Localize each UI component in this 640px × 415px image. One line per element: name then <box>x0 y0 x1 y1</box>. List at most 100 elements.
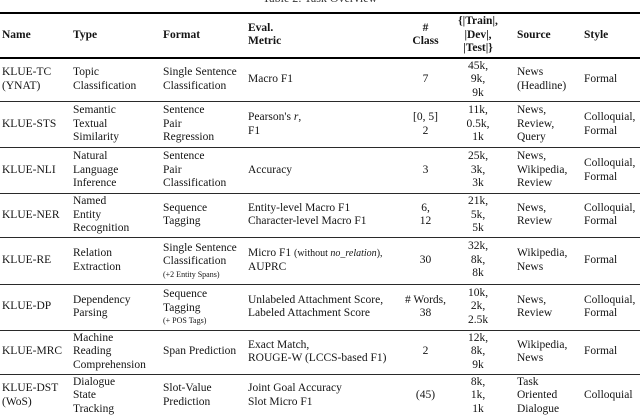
cell-line: # Words, <box>404 293 447 306</box>
cell-splits: 45k, 9k, 9k <box>448 58 508 102</box>
cell-line: (+ POS Tags) <box>163 315 247 326</box>
cell-format: Sentence Pair Classification <box>162 147 247 194</box>
cell-eval-metric: Macro F1 <box>247 58 403 102</box>
cell-line: Colloquial, <box>584 201 636 214</box>
cell-line: 8k, <box>470 253 486 266</box>
cell-line: Classification <box>73 79 137 92</box>
cell-line: News <box>517 352 544 364</box>
cell-line: Dialogue <box>73 375 116 388</box>
cell-line: 38 <box>419 307 432 319</box>
cell-line: Task <box>517 375 539 388</box>
cell-line: Colloquial, <box>584 293 636 306</box>
cell-line: News <box>517 66 544 79</box>
cell-line: 2k, <box>470 300 486 313</box>
cell-format: Span Prediction <box>162 329 247 374</box>
cell-name: KLUE-STS <box>0 101 72 148</box>
cell-source: Wikipedia, News <box>508 236 576 284</box>
cell-line: Prediction <box>163 395 211 408</box>
cell-source: Task Oriented Dialogue <box>508 373 576 415</box>
cell-line: 0.5k, <box>466 117 490 130</box>
text-segment: no_relation <box>330 248 377 259</box>
cell-line: KLUE-DP <box>2 300 52 313</box>
cell-splits: 10k, 2k, 2.5k <box>448 283 508 330</box>
cell-format: Single Sentence Classification <box>162 58 247 102</box>
cell-num-class: 3 <box>403 147 448 194</box>
cell-line: 9k, <box>470 73 486 85</box>
cell-line: Micro F1 (without no_relation), <box>248 247 403 261</box>
cell-line: Formal <box>584 253 618 266</box>
cell-line: 12k, <box>467 331 489 344</box>
cell-line: KLUE-MRC <box>2 345 63 358</box>
cell-line: 45k, <box>467 59 489 72</box>
cell-line: Accuracy <box>248 163 293 176</box>
table-row: KLUE-NER Named Entity Recognition Sequence Ta… <box>0 193 640 237</box>
cell-format: Slot-Value Prediction <box>162 373 247 415</box>
cell-eval-metric: Micro F1 (without no_relation), AUPRC <box>247 236 403 284</box>
cell-eval-metric: Unlabeled Attachment Score, Labeled Attac… <box>247 283 403 330</box>
cell-source: News, Wikipedia, Review <box>508 147 576 194</box>
table-row: KLUE-TC (YNAT) Topic Classification Single S… <box>0 58 640 102</box>
cell-line: 8k <box>472 267 484 280</box>
cell-style: Colloquial, Formal <box>576 283 640 330</box>
cell-line: Tagging <box>163 215 201 228</box>
cell-line: [0, 5] <box>413 111 438 123</box>
cell-line: Review, <box>517 117 555 130</box>
cell-splits: 21k, 5k, 5k <box>448 193 508 237</box>
cell-line: KLUE-NER <box>2 208 60 221</box>
cell-splits: 11k, 0.5k, 1k <box>448 101 508 148</box>
cell-name: KLUE-NLI <box>0 147 72 194</box>
cell-line: 2.5k <box>467 313 489 326</box>
cell-line: Tracking <box>73 402 115 415</box>
cell-eval-metric: Joint Goal Accuracy Slot Micro F1 <box>247 373 403 415</box>
cell-line: Joint Goal Accuracy <box>248 382 342 395</box>
cell-line: Relation <box>73 247 112 259</box>
cell-format: Sequence Tagging (+ POS Tags) <box>162 283 247 330</box>
cell-line: 3 <box>422 163 429 176</box>
cell-line: Formal <box>584 345 618 358</box>
cell-name: KLUE-MRC <box>0 329 72 374</box>
cell-line: Labeled Attachment Score <box>248 307 370 319</box>
cell-num-class: # Words, 38 <box>403 283 448 330</box>
cell-line: 9k <box>472 358 484 371</box>
cell-line: Sentence <box>163 150 205 163</box>
cell-line: 32k, <box>467 240 489 253</box>
header-format: Format <box>162 13 247 59</box>
cell-line: 3k <box>472 177 484 190</box>
cell-line: Similarity <box>73 131 119 144</box>
cell-line: Inference <box>73 177 117 190</box>
cell-line: ROUGE-W (LCCS-based F1) <box>248 352 387 364</box>
text-segment: (+2 Entity Spans) <box>163 269 220 279</box>
cell-type: Machine Reading Comprehension <box>72 329 162 374</box>
cell-type: Relation Extraction <box>72 236 162 284</box>
cell-line: Topic <box>73 66 100 79</box>
cell-line: 8k, <box>470 345 486 358</box>
cell-line: (Headline) <box>517 79 567 92</box>
table-row: KLUE-DST (WoS) Dialogue State Tracking Slot-V… <box>0 373 640 415</box>
cell-line: Regression <box>163 131 215 144</box>
text-segment: Pearson's <box>248 111 294 123</box>
cell-line: Slot-Value <box>163 382 212 395</box>
cell-line: Formal <box>584 124 618 137</box>
cell-line: Classification <box>163 79 227 92</box>
cell-line: News, <box>517 201 547 214</box>
table-row: KLUE-DP Dependency Parsing Sequence Tagging(… <box>0 283 640 330</box>
cell-line: Review <box>517 177 553 190</box>
cell-line: (WoS) <box>2 395 32 408</box>
cell-line: 30 <box>419 253 432 266</box>
cell-num-class: [0, 5] 2 <box>403 101 448 148</box>
klue-overview-table: Name Type Format Eval. Metric # Class {|… <box>0 12 640 415</box>
cell-line: Dependency <box>73 293 131 306</box>
cell-splits: 32k, 8k, 8k <box>448 236 508 284</box>
cell-style: Formal <box>576 58 640 102</box>
cell-line: Query <box>517 131 546 144</box>
cell-line: 11k, <box>468 104 488 117</box>
cell-line: KLUE-DST <box>2 382 59 395</box>
cell-line: 10k, <box>467 286 489 299</box>
cell-line: Unlabeled Attachment Score, <box>248 293 384 306</box>
cell-line: 5k, <box>470 208 486 221</box>
cell-line: Colloquial, <box>584 111 636 123</box>
cell-line: 6, <box>421 201 430 214</box>
header-name: Name <box>0 13 72 59</box>
cell-name: KLUE-TC (YNAT) <box>0 58 72 102</box>
cell-line: Slot Micro F1 <box>248 395 313 408</box>
